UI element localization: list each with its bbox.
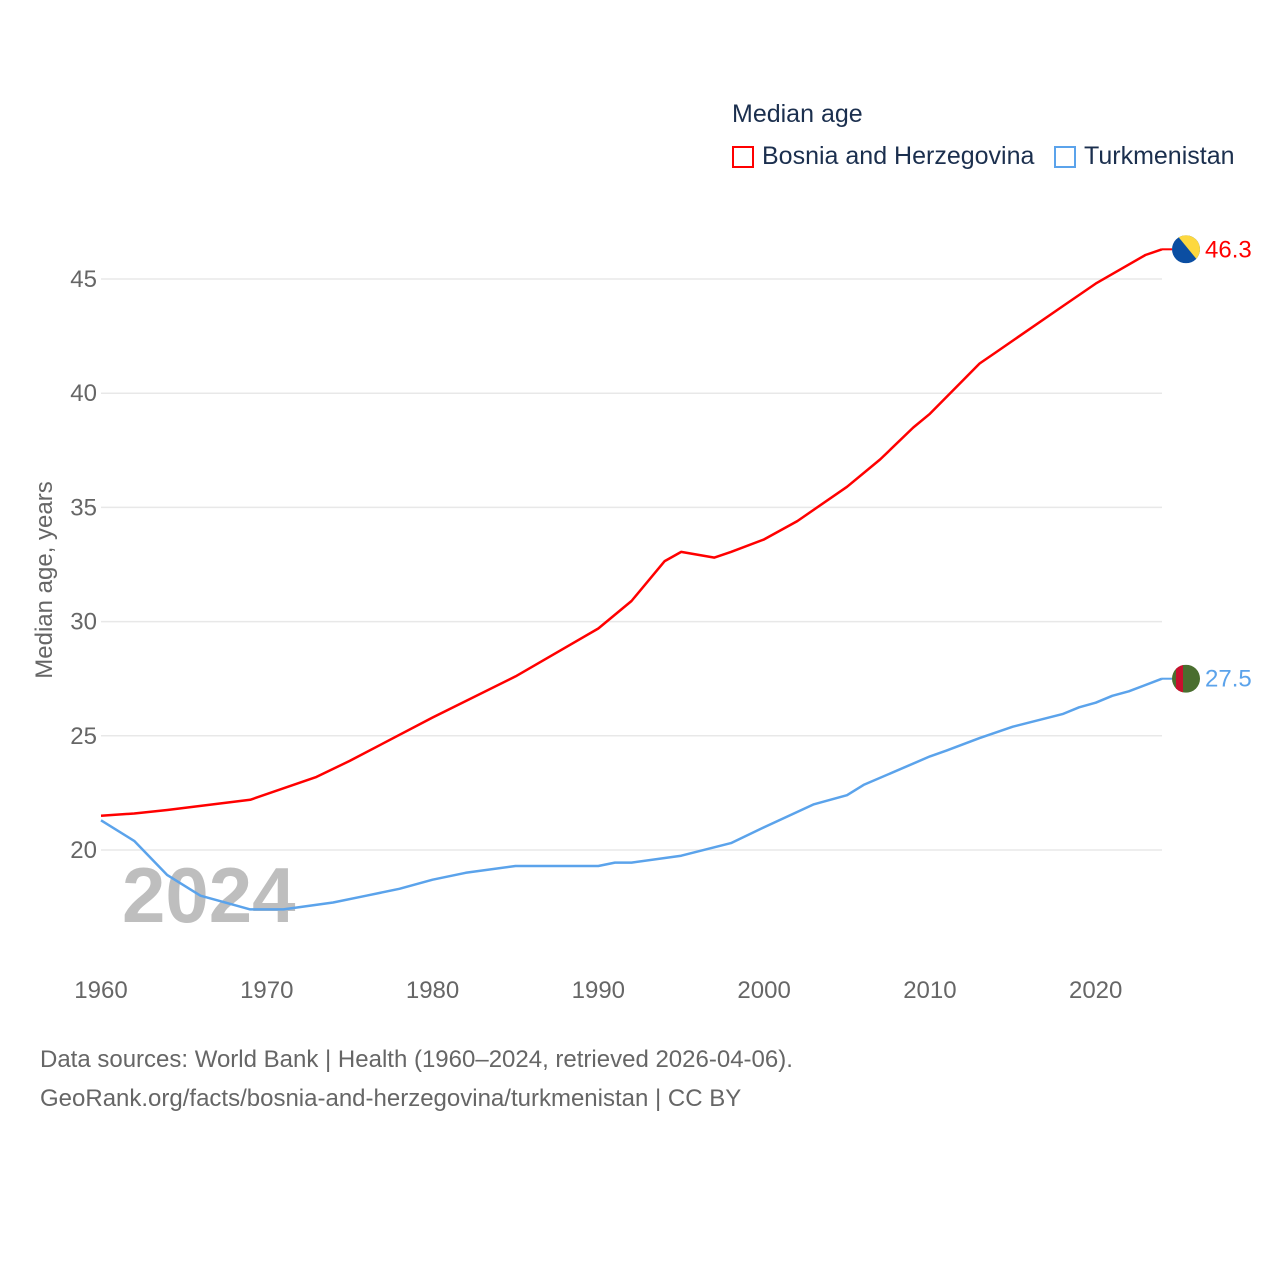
turkmenistan-flag-icon [1172, 664, 1200, 693]
series-line-1 [100, 677, 1163, 911]
legend-item-bosnia[interactable]: Bosnia and Herzegovina [732, 142, 1034, 171]
end-value-label: 46.3 [1205, 236, 1252, 263]
y-tick-label: 35 [70, 494, 97, 521]
x-tick-label: 1970 [240, 977, 293, 1004]
y-tick-label: 25 [70, 723, 97, 750]
year-watermark: 2024 [122, 851, 296, 939]
legend-swatch [732, 145, 754, 168]
source-link[interactable]: GeoRank.org/facts/bosnia-and-herzegovina… [40, 1085, 742, 1112]
legend-title: Median age [732, 100, 863, 128]
y-tick-label: 30 [70, 609, 97, 636]
x-tick-label: 1960 [74, 977, 127, 1004]
y-tick-label: 20 [70, 837, 97, 864]
end-value-label: 27.5 [1205, 666, 1252, 693]
legend-swatch [1054, 145, 1076, 168]
x-tick-label: 2020 [1069, 977, 1122, 1004]
series-line-0 [100, 248, 1163, 817]
legend-label: Turkmenistan [1084, 142, 1235, 170]
x-tick-label: 2010 [903, 977, 956, 1004]
y-axis-label: Median age, years [31, 481, 58, 678]
legend-item-turkmenistan[interactable]: Turkmenistan [1054, 142, 1235, 171]
legend-label: Bosnia and Herzegovina [762, 142, 1035, 170]
y-tick-label: 40 [70, 380, 97, 407]
bosnia-flag-icon [1172, 235, 1200, 264]
y-tick-label: 45 [70, 266, 97, 293]
x-tick-label: 1990 [572, 977, 625, 1004]
x-tick-label: 2000 [737, 977, 790, 1004]
x-tick-label: 1980 [406, 977, 459, 1004]
source-note: Data sources: World Bank | Health (1960–… [40, 1046, 793, 1073]
